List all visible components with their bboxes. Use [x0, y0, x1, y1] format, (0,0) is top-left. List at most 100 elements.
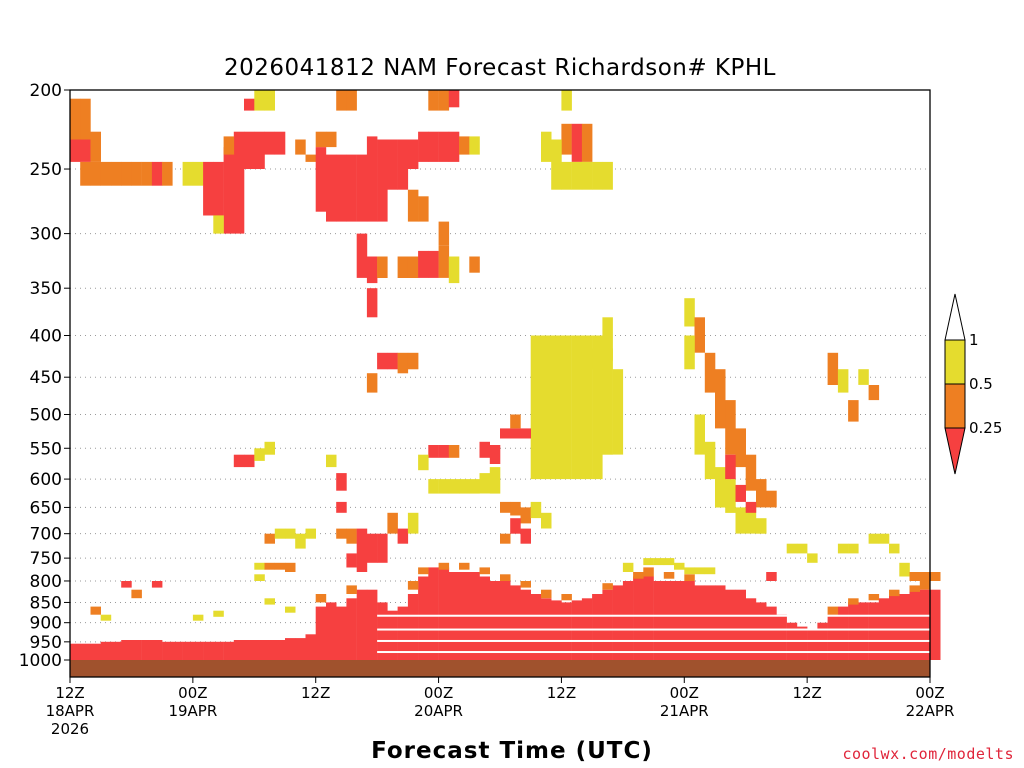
heatmap-cell [397, 352, 409, 374]
heatmap-cell [100, 614, 112, 621]
heatmap-cell [571, 335, 583, 480]
y-tick-label: 800 [30, 572, 62, 592]
heatmap-cell [346, 598, 357, 660]
heatmap-cell [510, 585, 521, 660]
heatmap-cell [571, 161, 583, 190]
heatmap-cell [356, 233, 368, 278]
heatmap-cell [387, 610, 398, 660]
heatmap-cell [448, 90, 460, 108]
heatmap-cell [407, 256, 419, 278]
heatmap-cell [264, 598, 275, 605]
heatmap-cell [315, 606, 327, 660]
heatmap-cell [213, 161, 224, 216]
x-tick-label: 00Z [915, 684, 944, 702]
heatmap-cell [336, 473, 347, 491]
heatmap-cell [418, 567, 429, 575]
heatmap-cell [151, 581, 163, 588]
heatmap-cell [704, 441, 716, 480]
heatmap-cell [305, 154, 316, 162]
ground-band [70, 660, 930, 677]
heatmap-cell [448, 256, 460, 284]
heatmap-cell [622, 562, 634, 572]
heatmap-cell [909, 572, 920, 581]
source-credit-link[interactable]: coolwx.com/modelts [842, 745, 1014, 763]
x-tick-label: 00Z [178, 684, 207, 702]
heatmap-cell [735, 507, 746, 534]
heatmap-cell [725, 400, 736, 455]
heatmap-cell [213, 610, 224, 617]
heatmap-cell [704, 567, 716, 575]
heatmap-cell [274, 562, 286, 570]
stripe [377, 614, 931, 617]
heatmap-cell [500, 428, 511, 439]
heatmap-cell [244, 131, 255, 169]
heatmap-cell [326, 602, 337, 660]
heatmap-cell [530, 501, 542, 519]
heatmap-cell [459, 479, 470, 494]
heatmap-cell [612, 585, 624, 660]
heatmap-cell [233, 454, 245, 468]
heatmap-cell [438, 479, 450, 494]
heatmap-cell [407, 594, 419, 660]
heatmap-cell [254, 562, 265, 570]
heatmap-cell [919, 572, 931, 590]
heatmap-cell [366, 589, 378, 660]
heatmap-cell [448, 445, 460, 458]
heatmap-cell [694, 414, 705, 455]
heatmap-cell [899, 594, 910, 660]
heatmap-cells [70, 90, 941, 660]
heatmap-cell [479, 441, 490, 458]
heatmap-cell [336, 606, 347, 660]
heatmap-cell [223, 136, 235, 155]
heatmap-cell [745, 454, 757, 491]
heatmap-cell [684, 567, 695, 575]
heatmap-cell [807, 553, 818, 563]
heatmap-cell [346, 528, 357, 544]
x-tick-label: 00Z [424, 684, 453, 702]
heatmap-cell [735, 589, 746, 660]
heatmap-cell [663, 558, 675, 566]
y-tick-label: 600 [30, 470, 62, 490]
heatmap-cell [827, 606, 839, 615]
heatmap-cell [756, 479, 767, 508]
y-tick-label: 1000 [19, 651, 62, 671]
heatmap-cell [684, 335, 695, 370]
heatmap-cell [602, 317, 613, 336]
y-tick-label: 300 [30, 225, 62, 245]
heatmap-cell [121, 640, 132, 660]
heatmap-cell [715, 467, 726, 508]
heatmap-cell [541, 131, 552, 162]
heatmap-cell [715, 369, 726, 429]
heatmap-cell [223, 147, 235, 234]
heatmap-cell [295, 533, 306, 549]
heatmap-cell [90, 131, 101, 162]
legend-label-0.25: 0.25 [969, 419, 1002, 437]
heatmap-cell [264, 640, 275, 660]
heatmap-cell [90, 643, 101, 660]
heatmap-cell [745, 507, 757, 534]
heatmap-cell [796, 543, 808, 554]
y-tick-label: 250 [30, 160, 62, 180]
heatmap-cell [377, 256, 388, 278]
heatmap-cell [121, 161, 132, 186]
heatmap-cell [694, 585, 705, 660]
heatmap-cell [663, 581, 675, 660]
heatmap-cell [377, 602, 388, 660]
heatmap-cell [448, 479, 460, 494]
heatmap-cell [285, 562, 296, 572]
heatmap-cell [244, 98, 255, 111]
heatmap-cell [469, 479, 480, 494]
legend-label-0.5: 0.5 [969, 375, 993, 393]
heatmap-cell [889, 543, 900, 554]
heatmap-cell [407, 512, 419, 534]
heatmap-cell [735, 428, 746, 468]
heatmap-cell [868, 594, 880, 601]
heatmap-cell [366, 373, 378, 393]
heatmap-cell [602, 335, 613, 455]
x-axis-label: Forecast Time (UTC) [371, 738, 653, 764]
heatmap-cell [141, 640, 153, 660]
heatmap-cell [213, 641, 224, 660]
heatmap-cell [633, 576, 644, 660]
heatmap-cell [684, 581, 695, 660]
